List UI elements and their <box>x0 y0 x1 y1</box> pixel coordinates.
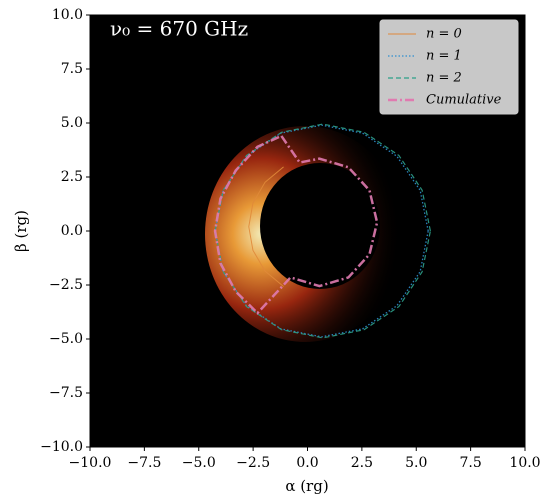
emission-image <box>205 126 405 342</box>
x-tick-label: −7.5 <box>127 455 161 471</box>
legend-box <box>379 19 519 115</box>
y-tick-label: 5.0 <box>61 115 83 131</box>
legend-label: n = 2 <box>426 71 462 86</box>
y-tick-label: 7.5 <box>61 61 83 77</box>
curve <box>213 134 379 315</box>
y-tick-label: −2.5 <box>49 277 83 293</box>
x-tick-label: 2.5 <box>351 455 373 471</box>
legend: n = 0 n = 1 n = 2 Cumulative <box>379 19 519 115</box>
x-tick-label: 0.0 <box>296 455 318 471</box>
x-tick-label: −2.5 <box>236 455 270 471</box>
x-tick-label: 7.5 <box>459 455 481 471</box>
y-tick-label: −5.0 <box>49 331 83 347</box>
curve <box>248 166 284 287</box>
x-tick-label: 5.0 <box>405 455 427 471</box>
legend-label: Cumulative <box>426 93 502 108</box>
legend-label: n = 1 <box>426 49 462 64</box>
x-axis-label: α (rg) <box>285 477 328 495</box>
x-tick-label: −10.0 <box>69 455 112 471</box>
y-tick-label: 2.5 <box>61 169 83 185</box>
y-axis-label: β (rg) <box>12 210 30 252</box>
x-tick-label: −5.0 <box>182 455 216 471</box>
y-tick-label: −7.5 <box>49 385 83 401</box>
annotation: ν₀ = 670 GHz <box>110 17 248 41</box>
curves <box>213 123 431 339</box>
y-tick-label: 10.0 <box>52 7 83 23</box>
x-tick-label: 10.0 <box>509 455 540 471</box>
y-tick-label: −10.0 <box>40 439 83 455</box>
legend-label: n = 0 <box>426 27 462 42</box>
y-tick-label: 0.0 <box>61 223 83 239</box>
